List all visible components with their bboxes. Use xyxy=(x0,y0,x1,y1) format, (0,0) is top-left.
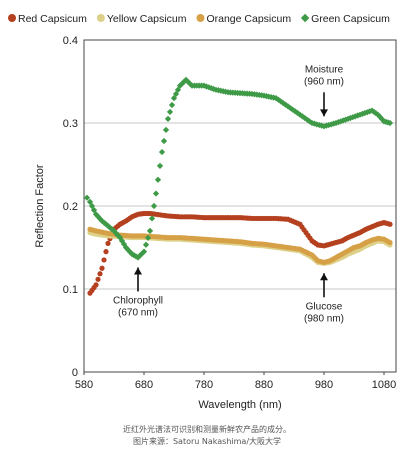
x-axis-label: Wavelength (nm) xyxy=(198,399,281,411)
green-capsicum-point xyxy=(154,176,162,183)
annotation-arrow-head xyxy=(134,267,142,275)
green-capsicum-point xyxy=(166,108,174,116)
legend-item-orange-capsicum: Orange Capsicum xyxy=(196,13,291,25)
red-capsicum-point xyxy=(105,240,111,246)
legend-item-red-capsicum: Red Capsicum xyxy=(8,13,87,25)
data-series xyxy=(83,76,394,296)
x-tick-label: 580 xyxy=(75,379,93,391)
legend: Red Capsicum Yellow Capsicum Orange Capsic… xyxy=(8,13,390,25)
x-tick-label: 680 xyxy=(135,379,153,391)
legend-marker xyxy=(8,14,16,22)
red-capsicum-point xyxy=(93,282,99,288)
green-capsicum-point xyxy=(152,190,160,197)
red-capsicum-point xyxy=(97,271,103,277)
green-capsicum-point xyxy=(160,137,168,145)
legend-label: Orange Capsicum xyxy=(206,13,291,25)
legend-label: Yellow Capsicum xyxy=(107,13,187,25)
legend-marker xyxy=(300,13,310,23)
y-tick-label: 0.2 xyxy=(63,201,78,213)
y-axis-label: Reflection Factor xyxy=(34,164,46,247)
green-capsicum-point xyxy=(142,241,150,248)
annotation-text: (670 nm) xyxy=(118,307,158,318)
x-tick-label: 880 xyxy=(255,379,273,391)
y-tick-label: 0.4 xyxy=(63,35,78,47)
legend-marker xyxy=(196,14,205,22)
legend-marker xyxy=(96,14,105,22)
green-capsicum-point xyxy=(144,234,152,241)
red-capsicum-series xyxy=(87,210,393,296)
x-tick-label: 780 xyxy=(195,379,213,391)
green-capsicum-point xyxy=(162,126,170,134)
green-capsicum-point xyxy=(168,101,176,109)
annotation-arrow-head xyxy=(320,273,328,281)
annotation-arrow-head xyxy=(320,109,328,117)
red-capsicum-point xyxy=(101,257,107,263)
annotation-text: Chlorophyll xyxy=(113,295,163,306)
y-tick-label: 0.3 xyxy=(63,118,78,130)
red-capsicum-point xyxy=(103,249,109,255)
annotation-text: Moisture xyxy=(305,64,344,75)
green-capsicum-point xyxy=(146,227,154,235)
green-capsicum-series xyxy=(83,76,394,261)
annotation-chlorophyll: Chlorophyll(670 nm) xyxy=(113,267,163,318)
green-capsicum-point xyxy=(158,148,166,156)
caption-line-2: 图片来源：Satoru Nakashima/大阪大学 xyxy=(132,437,282,446)
green-capsicum-point xyxy=(164,115,172,122)
x-tick-label: 980 xyxy=(315,379,333,391)
figure-caption: 近红外光谱法可识别和测量新鲜农产品的成分。 图片来源：Satoru Nakash… xyxy=(0,424,414,448)
y-tick-label: 0 xyxy=(72,367,78,379)
legend-label: Red Capsicum xyxy=(18,13,87,25)
green-capsicum-point xyxy=(150,202,158,210)
green-capsicum-point xyxy=(156,162,164,169)
y-axis-ticks: 0 0.1 0.2 0.3 0.4 xyxy=(63,35,78,379)
x-tick-label: 1080 xyxy=(372,379,396,391)
green-capsicum-point xyxy=(83,194,91,201)
orange-capsicum-series xyxy=(87,226,393,266)
annotation-glucose: Glucose(980 nm) xyxy=(304,273,344,324)
gridlines xyxy=(84,39,396,373)
plot-area-frame xyxy=(83,39,397,373)
annotation-text: (980 nm) xyxy=(304,313,344,324)
annotation-moisture: Moisture(960 nm) xyxy=(304,64,344,117)
y-tick-label: 0.1 xyxy=(63,284,78,296)
legend-item-yellow-capsicum: Yellow Capsicum xyxy=(96,13,187,25)
green-capsicum-point xyxy=(140,248,148,255)
red-capsicum-point xyxy=(99,265,105,271)
annotation-text: Glucose xyxy=(306,301,343,312)
annotations: Moisture(960 nm) Chlorophyll(670 nm) Gluco… xyxy=(113,64,344,324)
green-capsicum-point xyxy=(148,215,156,222)
legend-item-green-capsicum: Green Capsicum xyxy=(300,13,390,25)
red-capsicum-point xyxy=(95,276,101,282)
orange-capsicum-point xyxy=(387,239,393,246)
x-axis-ticks: 580 680 780 880 980 1080 xyxy=(75,372,396,391)
red-capsicum-point xyxy=(387,221,393,227)
caption-line-1: 近红外光谱法可识别和测量新鲜农产品的成分。 xyxy=(123,425,291,434)
annotation-text: (960 nm) xyxy=(304,76,344,87)
legend-label: Green Capsicum xyxy=(311,13,390,25)
